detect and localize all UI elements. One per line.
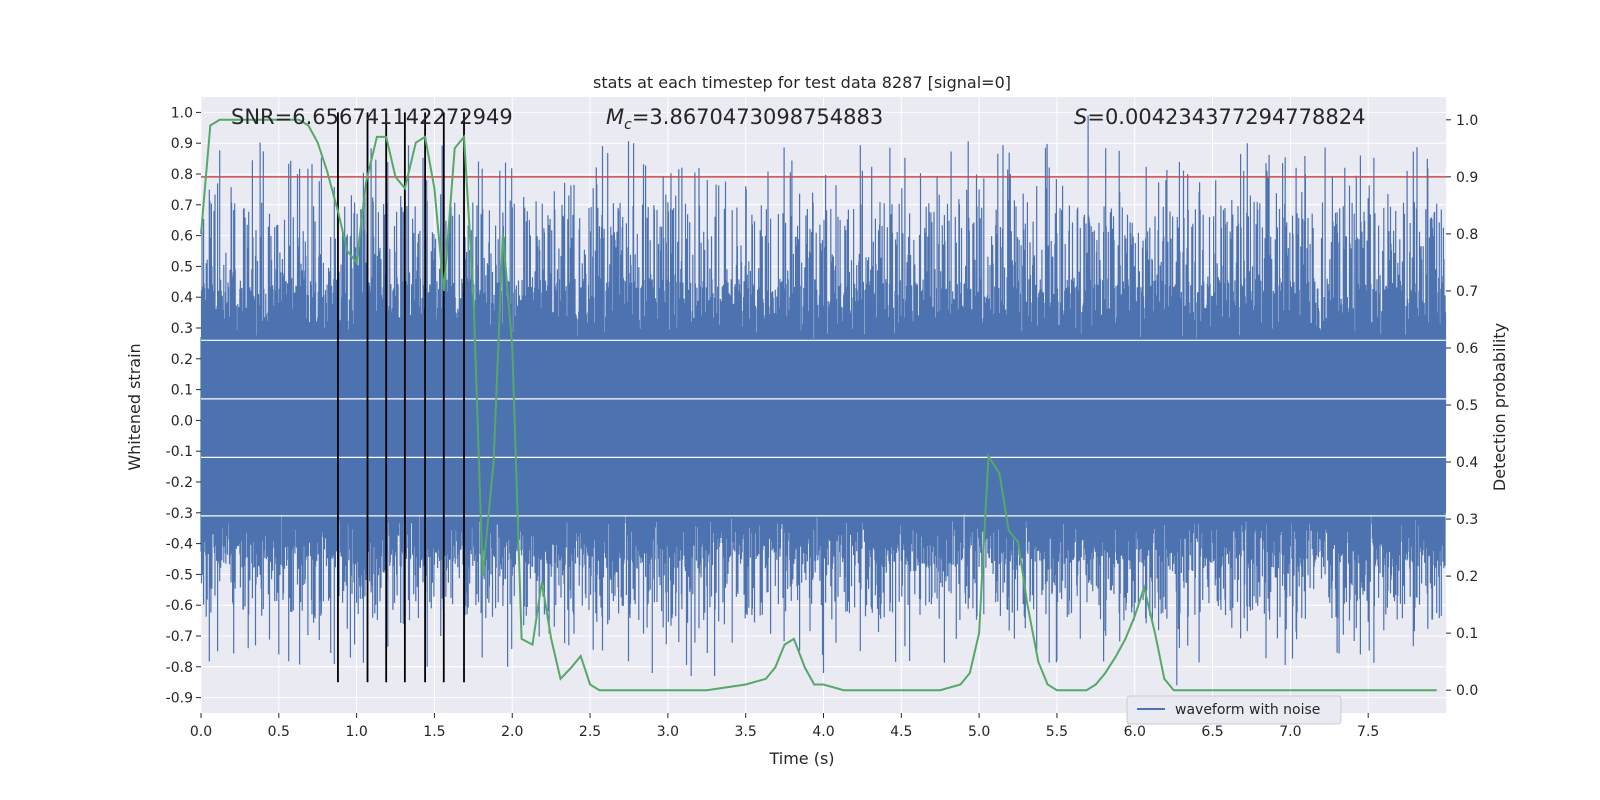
y2-tick-label: 0.8 — [1456, 227, 1478, 243]
y-tick-label: 0.8 — [171, 167, 193, 183]
x-tick-label: 4.0 — [812, 724, 834, 740]
x-tick-label: 7.5 — [1357, 724, 1379, 740]
y2-tick-label: 1.0 — [1456, 113, 1478, 129]
chirp-mass-value: =3.8670473098754883 — [632, 105, 883, 129]
legend-box — [1126, 695, 1342, 725]
y-tick-label: 0.2 — [171, 352, 193, 368]
chirp-mass-symbol: M — [606, 105, 624, 129]
x-tick-label: 3.0 — [657, 724, 679, 740]
y-tick-label: 0.5 — [171, 259, 193, 275]
x-tick-label: 4.5 — [890, 724, 912, 740]
x-tick-label: 1.5 — [423, 724, 445, 740]
x-tick-label: 0.5 — [268, 724, 290, 740]
x-tick-label: 2.5 — [579, 724, 601, 740]
y-tick-label: -0.5 — [166, 567, 193, 583]
y-tick-label: -0.4 — [166, 537, 193, 553]
y2-tick-label: 0.6 — [1456, 341, 1478, 357]
y2-tick-label: 0.9 — [1456, 170, 1478, 186]
waveform-series — [200, 115, 1447, 686]
s-symbol: S — [1074, 105, 1087, 129]
y2-tick-label: 0.1 — [1456, 626, 1478, 642]
y-tick-label: 0.0 — [171, 413, 193, 429]
y-tick-label: -0.3 — [166, 506, 193, 522]
detection-probability-line — [200, 118, 1437, 692]
y2-tick-label: 0.7 — [1456, 284, 1478, 300]
y-tick-label: 0.6 — [171, 229, 193, 245]
y-tick-label: 0.4 — [171, 290, 193, 306]
y-axis-label: Whitened strain — [125, 343, 144, 470]
chart-title: stats at each timestep for test data 828… — [593, 73, 1011, 92]
s-value: =0.004234377294778824 — [1087, 105, 1365, 129]
y-tick-label: 0.7 — [171, 198, 193, 214]
snr-annotation: SNR=6.656741142272949 — [231, 105, 513, 129]
y2-axis-label: Detection probability — [1490, 323, 1509, 491]
y-tick-label: 0.9 — [171, 136, 193, 152]
y-tick-label: -0.8 — [166, 660, 193, 676]
y-tick-label: -0.6 — [166, 598, 193, 614]
x-tick-label: 3.5 — [735, 724, 757, 740]
y2-tick-label: 0.2 — [1456, 569, 1478, 585]
y2-tick-label: 0.0 — [1456, 683, 1478, 699]
x-tick-label: 1.0 — [345, 724, 367, 740]
y2-tick-label: 0.4 — [1456, 455, 1478, 471]
x-tick-label: 5.0 — [968, 724, 990, 740]
y-tick-label: 1.0 — [171, 105, 193, 121]
y2-tick-label: 0.3 — [1456, 512, 1478, 528]
legend-label: waveform with noise — [1175, 702, 1320, 718]
x-axis-label: Time (s) — [768, 749, 834, 768]
chirp-mass-annotation: Mc=3.8670473098754883 — [606, 105, 883, 133]
y-tick-label: 0.1 — [171, 383, 193, 399]
x-tick-label: 0.0 — [190, 724, 212, 740]
x-tick-label: 7.0 — [1279, 724, 1301, 740]
y-tick-label: -0.1 — [166, 444, 193, 460]
s-annotation: S=0.004234377294778824 — [1074, 105, 1365, 129]
y-tick-label: -0.7 — [166, 629, 193, 645]
x-tick-label: 2.0 — [501, 724, 523, 740]
legend: waveform with noise — [1126, 695, 1342, 725]
y-tick-label: -0.9 — [166, 691, 193, 707]
y2-tick-label: 0.5 — [1456, 398, 1478, 414]
y-tick-label: 0.3 — [171, 321, 193, 337]
y-tick-label: -0.2 — [166, 475, 193, 491]
chirp-mass-subscript: c — [624, 117, 632, 133]
x-tick-label: 5.5 — [1046, 724, 1068, 740]
x-tick-label: 6.0 — [1124, 724, 1146, 740]
x-tick-label: 6.5 — [1201, 724, 1223, 740]
